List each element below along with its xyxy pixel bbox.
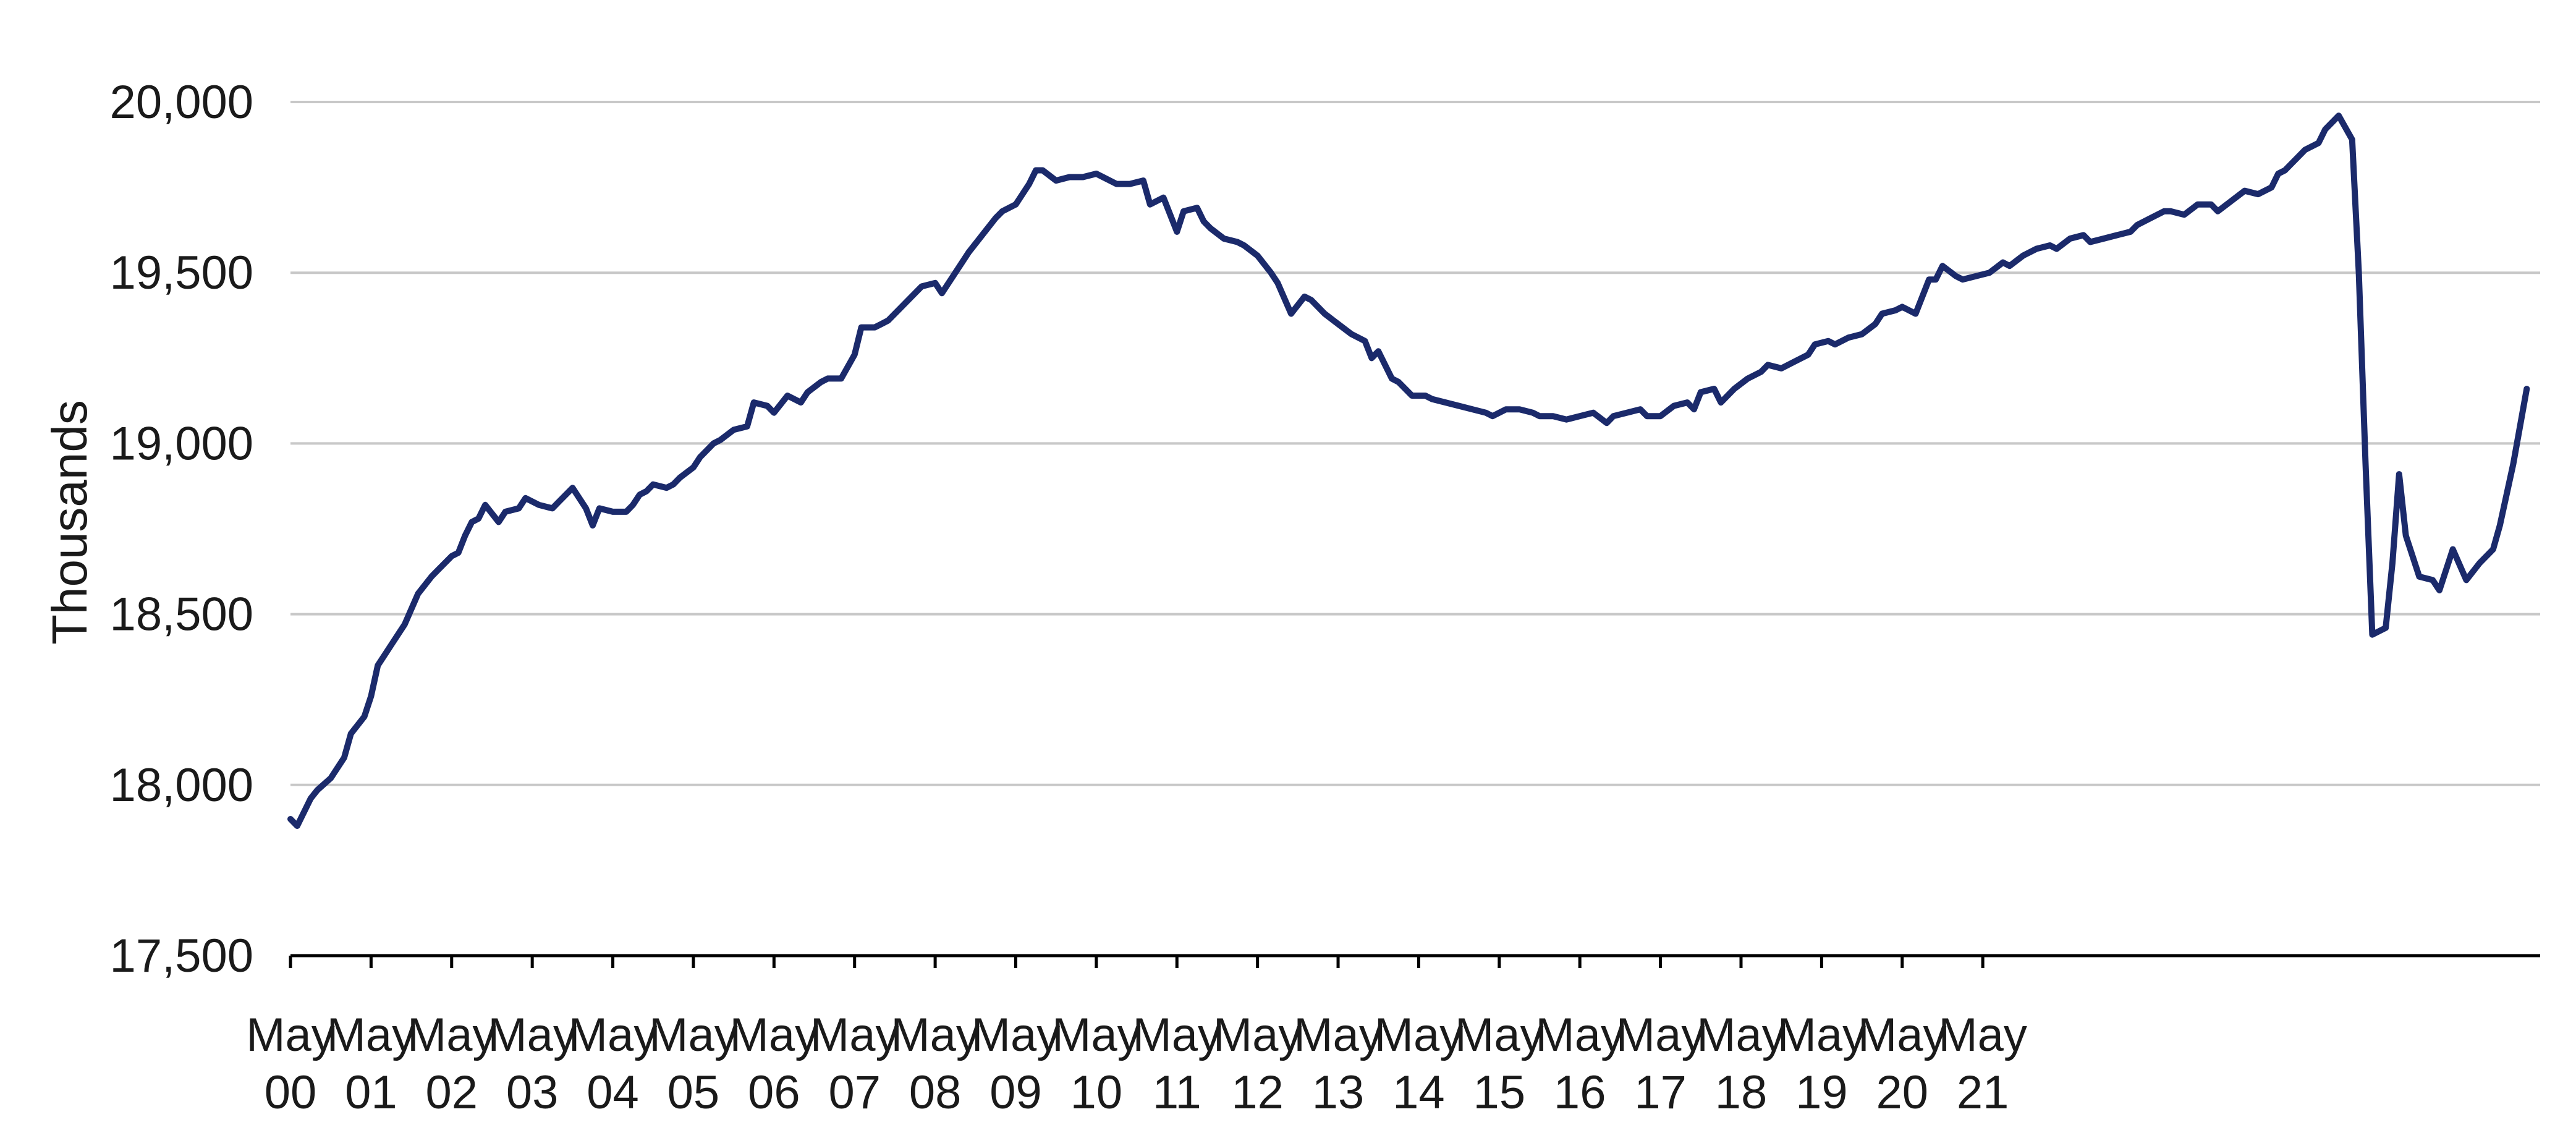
x-tick-label-year: 16 bbox=[1554, 1066, 1606, 1119]
x-tick-label-year: 08 bbox=[909, 1066, 962, 1119]
x-tick-label-month: May bbox=[1697, 1009, 1786, 1061]
x-tick-label-year: 10 bbox=[1070, 1066, 1123, 1119]
y-tick-label: 19,500 bbox=[110, 247, 253, 299]
x-tick-label-month: May bbox=[1858, 1009, 1947, 1061]
x-tick-label-month: May bbox=[730, 1009, 819, 1061]
x-tick-label-year: 13 bbox=[1312, 1066, 1365, 1119]
x-tick-label-month: May bbox=[407, 1009, 496, 1061]
y-tick-labels: 20,000 19,500 19,000 18,500 18,000 17,500 bbox=[110, 76, 253, 982]
x-tick-label-year: 15 bbox=[1473, 1066, 1526, 1119]
x-tick-label-year: 00 bbox=[265, 1066, 317, 1119]
series-layer bbox=[287, 113, 2530, 830]
x-tick-label-month: May bbox=[1052, 1009, 1141, 1061]
x-tick-label-month: May bbox=[1616, 1009, 1705, 1061]
x-tick-label-month: May bbox=[1777, 1009, 1866, 1061]
x-tick-label-month: May bbox=[1938, 1009, 2027, 1061]
x-tick-label-month: May bbox=[810, 1009, 899, 1061]
y-axis-label: Thousands bbox=[42, 400, 97, 645]
x-tick-label-year: 05 bbox=[667, 1066, 720, 1119]
x-tick-label-year: 06 bbox=[748, 1066, 800, 1119]
x-tick-label-month: May bbox=[891, 1009, 980, 1061]
x-tick-labels: May00May01May02May03May04May05May06May07… bbox=[246, 1009, 2027, 1119]
x-tick-label-month: May bbox=[1132, 1009, 1221, 1061]
x-tick-label-year: 11 bbox=[1153, 1066, 1201, 1119]
x-tick-label-year: 03 bbox=[506, 1066, 559, 1119]
y-tick-label: 18,000 bbox=[110, 759, 253, 812]
x-tick-label-year: 21 bbox=[1957, 1066, 2009, 1119]
y-tick-label: 18,500 bbox=[110, 588, 253, 641]
x-tick-label-year: 17 bbox=[1634, 1066, 1687, 1119]
x-tick-label-month: May bbox=[1455, 1009, 1544, 1061]
x-tick-label-month: May bbox=[327, 1009, 416, 1061]
x-tick-label-month: May bbox=[569, 1009, 658, 1061]
y-tick-label: 19,000 bbox=[110, 417, 253, 470]
gridlines bbox=[290, 101, 2540, 786]
x-tick-label-month: May bbox=[1535, 1009, 1624, 1061]
x-tick-label-year: 14 bbox=[1392, 1066, 1445, 1119]
x-tick-label-year: 09 bbox=[989, 1066, 1042, 1119]
x-tick-label-year: 02 bbox=[426, 1066, 478, 1119]
x-tick-label-year: 01 bbox=[345, 1066, 397, 1119]
x-tick-label-year: 04 bbox=[587, 1066, 639, 1119]
x-tick-label-month: May bbox=[972, 1009, 1061, 1061]
x-tick-label-month: May bbox=[1375, 1009, 1464, 1061]
x-tick-label-year: 12 bbox=[1231, 1066, 1284, 1119]
x-axis bbox=[289, 954, 2540, 968]
x-tick-label-month: May bbox=[488, 1009, 577, 1061]
y-tick-label: 20,000 bbox=[110, 76, 253, 129]
y-tick-label: 17,500 bbox=[110, 930, 253, 982]
x-tick-label-year: 07 bbox=[828, 1066, 881, 1119]
x-tick-label-year: 18 bbox=[1715, 1066, 1768, 1119]
x-tick-label-month: May bbox=[246, 1009, 335, 1061]
x-tick-label-month: May bbox=[1294, 1009, 1383, 1061]
x-tick-label-year: 19 bbox=[1795, 1066, 1848, 1119]
x-tick-label-month: May bbox=[1213, 1009, 1302, 1061]
x-tick-label-year: 20 bbox=[1876, 1066, 1928, 1119]
series-line bbox=[287, 113, 2530, 830]
x-tick-label-month: May bbox=[649, 1009, 738, 1061]
